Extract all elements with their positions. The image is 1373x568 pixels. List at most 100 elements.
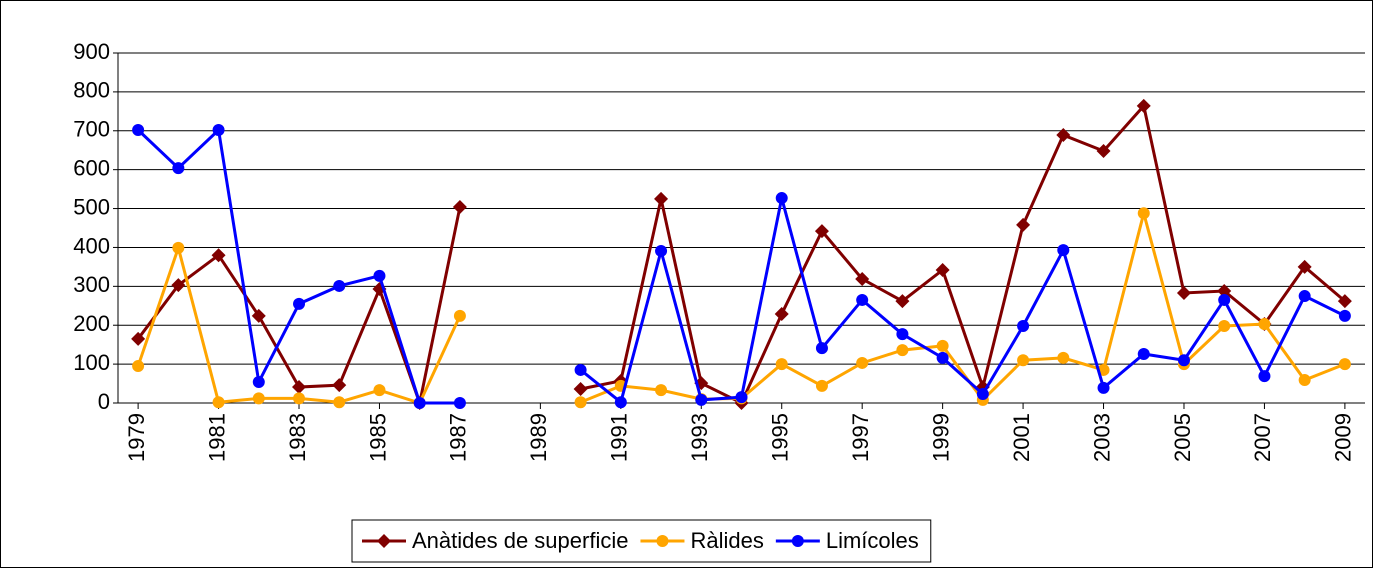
x-tick-label: 2001 <box>1009 413 1034 462</box>
data-point <box>655 384 668 397</box>
data-point <box>654 191 669 206</box>
x-tick-label: 1995 <box>768 413 793 462</box>
data-point <box>1177 354 1190 367</box>
data-point <box>895 294 910 309</box>
data-point <box>172 162 185 175</box>
data-point <box>1056 128 1071 143</box>
data-point <box>453 397 466 409</box>
legend-marker <box>791 535 804 547</box>
data-point <box>252 376 265 388</box>
x-tick-label: 1981 <box>204 413 229 462</box>
data-point <box>1338 358 1351 371</box>
data-point <box>1017 354 1030 367</box>
data-point <box>293 297 306 310</box>
legend-label: Anàtides de superficie <box>412 528 628 553</box>
data-point <box>132 124 145 136</box>
data-point <box>775 358 788 371</box>
x-tick-label: 1999 <box>928 413 953 462</box>
data-point <box>655 244 668 257</box>
y-tick-label: 0 <box>98 389 110 414</box>
y-tick-label: 300 <box>73 272 110 297</box>
y-tick-label: 900 <box>73 39 110 64</box>
data-point <box>131 331 146 346</box>
data-point <box>373 384 386 397</box>
y-tick-label: 800 <box>73 78 110 103</box>
data-point <box>1298 374 1311 387</box>
data-point <box>574 396 587 409</box>
data-point <box>814 224 829 239</box>
data-point <box>252 392 265 405</box>
data-point <box>1136 98 1151 113</box>
x-tick-label: 2009 <box>1331 413 1356 462</box>
data-point <box>1016 217 1031 232</box>
data-point <box>453 309 466 322</box>
data-point <box>896 344 909 357</box>
data-point <box>1097 381 1110 394</box>
data-point <box>212 396 225 409</box>
data-point <box>856 356 869 369</box>
legend-label: Ràlides <box>690 528 763 553</box>
x-tick-label: 1983 <box>285 413 310 462</box>
data-point <box>212 124 225 136</box>
x-tick-label: 2005 <box>1170 413 1195 462</box>
data-point <box>935 263 950 277</box>
data-point <box>1218 320 1231 332</box>
data-point <box>373 269 386 282</box>
data-point <box>1297 259 1312 274</box>
data-point <box>1218 293 1231 306</box>
data-point <box>614 396 627 409</box>
data-point <box>332 378 347 393</box>
data-point <box>1017 320 1030 332</box>
x-tick-label: 1989 <box>526 413 551 462</box>
data-point <box>413 397 426 409</box>
x-tick-label: 2003 <box>1089 413 1114 462</box>
data-point <box>976 388 989 401</box>
y-tick-label: 100 <box>73 350 110 375</box>
data-point <box>132 360 145 373</box>
data-point <box>573 382 588 396</box>
legend-marker <box>377 534 391 548</box>
data-point <box>1258 318 1271 331</box>
data-point <box>1258 370 1271 383</box>
y-tick-label: 200 <box>73 311 110 336</box>
data-point <box>1298 290 1311 303</box>
x-tick-label: 1991 <box>607 413 632 462</box>
data-point <box>333 396 346 409</box>
data-point <box>695 393 708 406</box>
data-point <box>1137 348 1150 360</box>
data-point <box>1217 284 1232 298</box>
x-tick-label: 1993 <box>687 413 712 462</box>
data-point <box>936 339 949 352</box>
data-point <box>936 351 949 364</box>
data-point <box>1137 207 1150 220</box>
data-point <box>1176 285 1191 300</box>
x-tick-label: 1985 <box>365 413 390 462</box>
x-tick-label: 1997 <box>848 413 873 462</box>
data-point <box>1057 244 1070 257</box>
data-point <box>292 380 307 395</box>
data-point <box>774 306 789 321</box>
data-point <box>211 248 226 263</box>
data-point <box>251 308 266 323</box>
data-point <box>1057 351 1070 364</box>
data-point <box>172 241 185 254</box>
legend-marker <box>656 535 669 547</box>
legend: Anàtides de superficie Ràlides Limícoles <box>351 519 932 563</box>
data-point <box>815 342 828 355</box>
y-tick-label: 400 <box>73 233 110 258</box>
data-point <box>855 271 870 286</box>
data-point <box>452 200 467 214</box>
data-point <box>293 392 306 405</box>
y-tick-label: 600 <box>73 155 110 180</box>
x-tick-label: 2007 <box>1250 413 1275 462</box>
data-point <box>896 328 909 341</box>
data-point <box>815 379 828 392</box>
data-point <box>856 293 869 306</box>
data-point <box>1096 144 1111 158</box>
y-tick-label: 700 <box>73 117 110 142</box>
data-point <box>574 363 587 376</box>
data-point <box>171 278 186 293</box>
